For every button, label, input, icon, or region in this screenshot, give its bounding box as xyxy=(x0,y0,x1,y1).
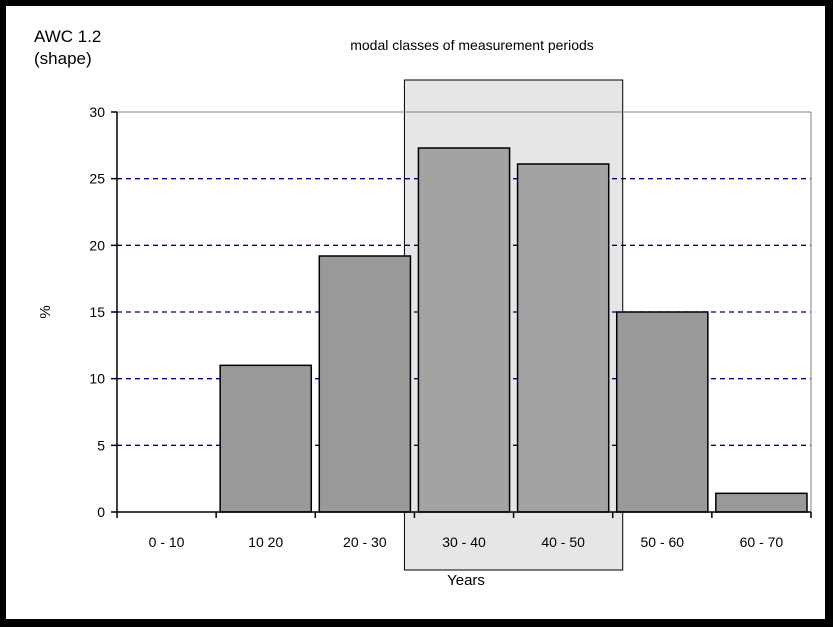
x-tick-label: 50 - 60 xyxy=(640,534,684,550)
x-axis-label: Years xyxy=(447,572,485,589)
y-tick-label: 25 xyxy=(89,171,105,187)
corner-label-line2: (shape) xyxy=(34,49,92,68)
chart-title: modal classes of measurement periods xyxy=(350,37,594,53)
bar-60-70 xyxy=(715,492,808,513)
bar-1020 xyxy=(219,364,313,513)
bar-40-50 xyxy=(516,163,610,513)
bar-chart: 0 5 10 15 20 25 30 0 - 10 10 20 20 - 30 30 - 40 40 … xyxy=(37,79,812,589)
corner-label-line1: AWC 1.2 xyxy=(34,27,102,46)
y-tick-label: 10 xyxy=(89,371,105,387)
y-tick-label: 15 xyxy=(89,304,105,320)
bar-20-30 xyxy=(318,255,412,513)
bar-30-40 xyxy=(417,147,511,513)
y-tick-label: 5 xyxy=(97,437,105,453)
y-tick-label: 0 xyxy=(97,504,105,520)
y-tick-label: 30 xyxy=(89,104,105,120)
x-tick-label: 10 20 xyxy=(248,534,283,550)
x-tick-label: 30 - 40 xyxy=(442,534,486,550)
x-tick-label: 60 - 70 xyxy=(740,534,784,550)
y-tick-label: 20 xyxy=(89,237,105,253)
chart-frame: AWC 1.2 (shape) 0 5 10 15 20 25 30 0 - 10 10 20 2… xyxy=(6,6,825,619)
x-tick-label: 0 - 10 xyxy=(149,534,185,550)
y-axis-label: % xyxy=(37,305,54,318)
bar-50-60 xyxy=(615,311,709,513)
x-tick-label: 20 - 30 xyxy=(343,534,387,550)
x-tick-label: 40 - 50 xyxy=(541,534,585,550)
